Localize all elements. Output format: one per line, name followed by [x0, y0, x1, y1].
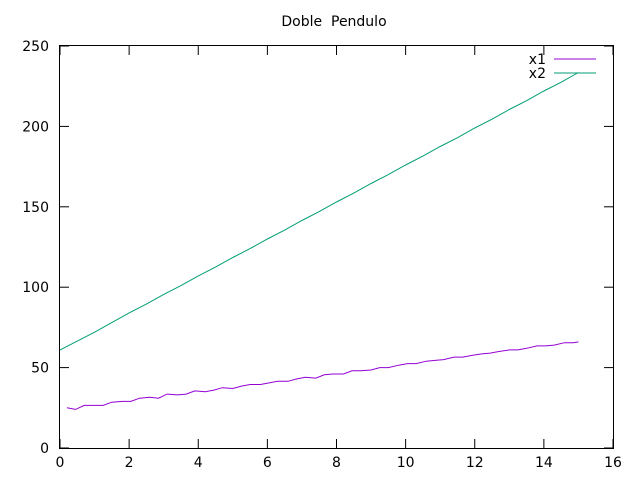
x-tick-label: 2 [125, 455, 134, 471]
series-line-x2 [59, 72, 579, 351]
axis-ticks: 0 2 4 6 8 10 12 14 16 0 50 100 150 200 250 [22, 39, 622, 471]
x-tick-label: 6 [263, 455, 272, 471]
y-tick-label: 0 [40, 441, 49, 457]
chart-title: Doble Pendulo [281, 14, 386, 30]
x-tick-label: 16 [604, 455, 622, 471]
y-tick-label: 200 [22, 119, 49, 135]
x-tick-label: 4 [194, 455, 203, 471]
x-tick-label: 8 [332, 455, 341, 471]
legend-label: x2 [529, 66, 546, 82]
y-tick-label: 250 [22, 39, 49, 55]
x-tick-label: 12 [466, 455, 484, 471]
y-tick-label: 100 [22, 280, 49, 296]
plot-area-frame [59, 45, 614, 449]
series-line-x1 [66, 341, 579, 410]
x-tick-label: 14 [535, 455, 553, 471]
x-tick-label: 0 [56, 455, 65, 471]
y-tick-label: 50 [31, 361, 49, 377]
series-layer [59, 72, 579, 410]
x-tick-label: 10 [397, 455, 415, 471]
y-tick-label: 150 [22, 200, 49, 216]
legend-label: x1 [529, 52, 546, 68]
